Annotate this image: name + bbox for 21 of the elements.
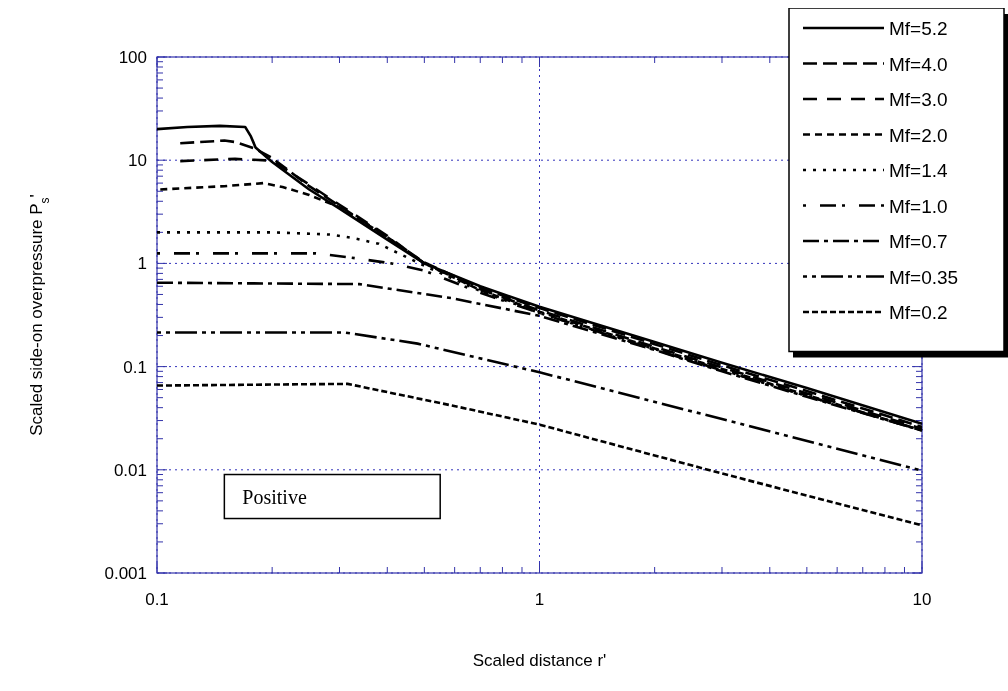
- annotation: Positive: [242, 485, 307, 508]
- x-tick-label: 10: [912, 590, 932, 609]
- y-tick-label: 1: [137, 254, 147, 274]
- x-tick-label: 0.1: [145, 590, 169, 609]
- legend-label: Mf=4.0: [889, 53, 948, 75]
- y-tick-label: 100: [118, 48, 147, 67]
- legend-label: Mf=1.4: [889, 160, 949, 181]
- legend-label: Mf=0.2: [889, 302, 948, 323]
- legend-label: Mf=3.0: [889, 89, 948, 110]
- y-tick-label: 10: [128, 151, 147, 171]
- x-tick-label: 1: [534, 590, 545, 609]
- legend-label: Mf=1.0: [889, 195, 948, 217]
- legend-label: Mf=2.0: [889, 124, 948, 146]
- legend-label: Mf=0.35: [889, 266, 959, 288]
- legend-label: Mf=0.7: [889, 231, 948, 252]
- legend-label: Mf=5.2: [889, 18, 948, 39]
- y-tick-label: 0.01: [113, 460, 147, 480]
- y-tick-label: 0.001: [104, 564, 147, 583]
- y-tick-label: 0.1: [123, 357, 147, 377]
- x-axis-title: Scaled distance r': [472, 651, 607, 670]
- text-box: Positive: [223, 473, 441, 520]
